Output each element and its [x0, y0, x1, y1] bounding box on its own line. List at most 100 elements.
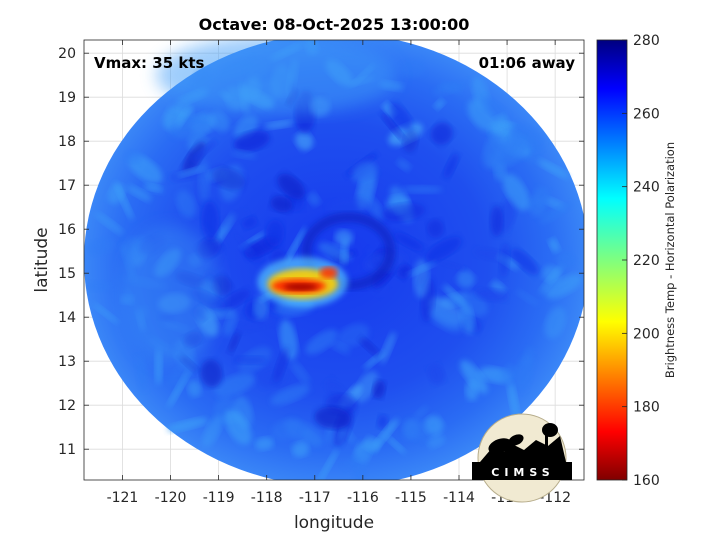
microwave-image: [84, 40, 584, 480]
texture-blob: [232, 231, 255, 256]
texture-blob: [272, 418, 302, 441]
texture-blob: [86, 280, 112, 292]
texture-blob: [174, 114, 203, 131]
texture-blob: [324, 425, 336, 444]
x-tick-label: -116: [347, 490, 379, 506]
texture-blob: [425, 237, 462, 262]
texture-blob: [187, 380, 202, 398]
texture-blob: [198, 159, 211, 203]
texture-blob: [388, 102, 413, 131]
logo-dish-icon: [488, 438, 512, 454]
texture-blob: [475, 288, 508, 302]
texture-blob: [176, 190, 197, 219]
texture-blob: [381, 112, 406, 142]
texture-blob: [241, 216, 258, 229]
texture-blob: [352, 161, 378, 184]
texture-blob: [290, 360, 310, 385]
texture-blob: [515, 289, 539, 306]
texture-blob: [532, 186, 550, 207]
texture-blob: [220, 210, 249, 228]
texture-blob: [439, 81, 463, 93]
texture-blob: [544, 306, 566, 339]
colorbar-tick-label: 160: [633, 473, 660, 489]
x-tick-label: -115: [395, 490, 427, 506]
texture-blob: [427, 364, 445, 385]
texture-blob: [490, 205, 503, 237]
texture-blob: [363, 351, 385, 369]
axes-frame: [83, 39, 585, 481]
texture-blob: [175, 106, 191, 128]
y-tick-label: 12: [58, 398, 76, 414]
texture-blob: [329, 340, 351, 355]
texture-blob: [460, 360, 488, 394]
y-tick-label: 15: [58, 266, 76, 282]
x-axis-label: longitude: [294, 513, 374, 533]
texture-blob: [502, 173, 530, 211]
texture-blob: [492, 114, 509, 129]
texture-blob: [372, 418, 399, 450]
texture-blob: [167, 361, 197, 387]
texture-blob: [394, 232, 424, 251]
texture-blob: [401, 59, 426, 78]
texture-blob: [220, 289, 250, 310]
texture-blob: [200, 359, 223, 388]
texture-blob: [507, 382, 520, 420]
texture-blob: [427, 219, 444, 238]
texture-blob: [253, 295, 269, 320]
texture-blob: [510, 248, 539, 275]
texture-blob: [264, 120, 293, 129]
colorbar-tick-label: 240: [633, 180, 660, 196]
texture-blob: [377, 414, 388, 430]
time-away-annotation: 01:06 away: [479, 54, 576, 72]
texture-light-band-west: [120, 225, 221, 366]
texture-blob: [114, 182, 134, 220]
y-tick-label: 14: [58, 310, 76, 326]
texture-blob: [334, 229, 354, 246]
texture-blob: [228, 331, 240, 354]
texture-blob: [233, 395, 253, 429]
texture-blob: [270, 384, 310, 406]
x-tick-label: -120: [155, 490, 187, 506]
texture-blob: [354, 371, 378, 403]
texture-blob: [539, 202, 573, 224]
cold-core-darkred: [283, 283, 318, 291]
axis-ticks: -121-120-119-118-117-116-115-114-113-112…: [58, 40, 584, 506]
texture-light-band: [156, 40, 397, 116]
logo-tower-tank-icon: [542, 423, 558, 437]
texture-blob: [358, 336, 380, 356]
texture-blob: [191, 140, 217, 162]
texture-blob: [214, 373, 255, 398]
texture-blob: [413, 405, 429, 420]
x-tick-label: -118: [251, 490, 283, 506]
texture-blob: [396, 158, 411, 171]
texture-blob: [236, 316, 279, 333]
texture-blob: [545, 274, 582, 299]
colorbar-label: Brightness Temp - Horizontal Polarizatio…: [663, 142, 677, 378]
colorbar-tick-label: 220: [633, 253, 660, 269]
texture-blob: [166, 418, 208, 432]
texture-blob: [542, 265, 561, 283]
chart-title: Octave: 08-Oct-2025 13:00:00: [199, 15, 470, 34]
texture-blob: [403, 418, 430, 441]
texture-blob: [305, 329, 338, 355]
y-tick-label: 18: [58, 134, 76, 150]
texture-blob: [307, 192, 320, 206]
texture-blob: [284, 227, 307, 264]
texture-blob: [209, 111, 230, 132]
texture-blob: [401, 185, 443, 194]
texture-blob: [270, 195, 293, 213]
texture-blob: [537, 159, 569, 179]
texture-blob: [386, 436, 406, 454]
texture-blob: [482, 134, 505, 169]
vmax-annotation: Vmax: 35 kts: [94, 54, 204, 72]
texture-blob: [499, 242, 510, 278]
texture-blob: [255, 437, 274, 451]
texture-blob: [548, 238, 560, 253]
texture-blob: [443, 284, 466, 306]
texture-blob: [459, 302, 475, 334]
texture-blob: [403, 129, 419, 153]
texture-blob: [314, 406, 351, 429]
texture-blob: [231, 149, 257, 159]
y-tick-label: 11: [58, 442, 76, 458]
colorbar-tick-label: 200: [633, 326, 660, 342]
